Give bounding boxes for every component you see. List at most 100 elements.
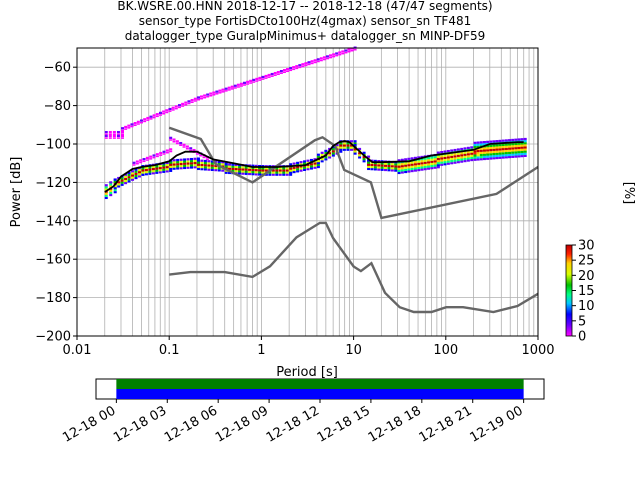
heatmap-cell [176,158,180,162]
heatmap-cell [113,178,117,181]
heatmap-cell [309,158,313,162]
heatmap-cell [486,155,490,158]
heatmap-cell [165,163,169,167]
heatmap-cell [176,165,180,168]
heatmap-cell [309,167,313,170]
heatmap-cell [120,183,124,186]
y-tick-label: −100 [35,138,71,153]
heatmap-cell [238,168,242,171]
heatmap-cell [162,170,166,173]
heatmap-cell [377,162,381,165]
heatmap-cell [179,162,183,166]
heatmap-cell [523,142,527,145]
heatmap-cell [168,110,172,112]
heatmap-cell [303,166,307,169]
heatmap-cell [207,164,211,167]
heatmap-cell [299,163,303,166]
heatmap-cell [127,176,131,179]
heatmap-cell [495,152,499,155]
heatmap-cell [268,173,272,176]
heatmap-cell [214,166,218,170]
heatmap-cell [244,172,248,175]
heatmap-cell [466,153,470,156]
heatmap-cell [407,170,411,173]
heatmap-cell [325,57,329,60]
heatmap-cell [271,169,275,172]
plot-frame [76,47,539,337]
heatmap-cell [139,121,143,124]
heatmap-cell [210,162,214,165]
heatmap-cell [407,164,411,167]
heatmap-cell [362,160,366,163]
heatmap-cell [476,156,480,159]
heatmap-cell [514,151,518,154]
heatmap-cell [370,165,374,169]
heatmap-cell [489,151,493,154]
heatmap-cell [289,67,293,70]
heatmap-cell [489,148,493,152]
timeline-tick-label: 12-18 06 [162,403,220,445]
heatmap-cell [492,148,496,151]
heatmap-cell [255,77,259,81]
colorbar-tick-label: 20 [578,269,595,284]
heatmap-cell [124,182,128,185]
heatmap-cell [511,155,515,158]
heatmap-cell [476,141,480,144]
heatmap-cell [367,165,371,168]
heatmap-cell [273,74,277,76]
heatmap-cell [104,130,108,134]
heatmap-cell [508,139,512,142]
heatmap-cell [159,151,163,155]
heatmap-cell [482,151,486,154]
heatmap-cell [143,120,147,123]
heatmap-cell [251,173,255,176]
heatmap-cell [470,150,474,153]
heatmap-cell [316,153,320,156]
heatmap-cell [248,170,252,173]
heatmap-cell [227,89,231,91]
heatmap-cell [159,154,163,156]
heatmap-cell [174,107,178,110]
heatmap-cell [440,155,444,158]
heatmap-cell [193,97,197,100]
heatmap-cell [339,146,343,149]
heatmap-cell [206,95,210,98]
heatmap-cell [316,58,320,61]
heatmap-cell [214,160,218,163]
heatmap-cell [495,148,499,151]
heatmap-cell [342,148,346,151]
heatmap-cell [514,149,518,152]
heatmap-cell [423,159,427,162]
heatmap-cell [495,146,499,149]
heatmap-cell [113,180,117,183]
heatmap-cell [292,168,296,172]
heatmap-cell [460,158,464,161]
heatmap-cell [299,165,303,168]
heatmap-cell [301,63,305,66]
heatmap-cell [181,105,185,107]
heatmap-cell [109,193,113,197]
heatmap-cell [470,154,474,157]
heatmap-cell [350,49,354,52]
heatmap-cell [407,168,411,171]
heatmap-cell [410,165,414,168]
heatmap-cell [136,120,140,123]
timeline-tick-label: 12-19 00 [468,403,526,445]
heatmap-cell [508,147,512,150]
heatmap-cell [134,172,138,175]
heatmap-cell [131,170,135,173]
x-axis-ticks: 0.01 0.1 1 10 100 1000 [63,336,555,358]
heatmap-cell [420,160,424,163]
heatmap-cell [423,168,427,171]
heatmap-cell [486,144,490,148]
heatmap-cell [495,154,499,158]
heatmap-cell [228,167,232,170]
heatmap-cell [248,168,252,171]
heatmap-cell [346,148,350,151]
heatmap-cell [224,163,228,166]
heatmap-cell [203,161,207,165]
heatmap-cell [158,164,162,168]
heatmap-cell [286,70,290,73]
heatmap-cell [179,141,183,145]
colorbar-tick-label: 25 [578,254,595,269]
